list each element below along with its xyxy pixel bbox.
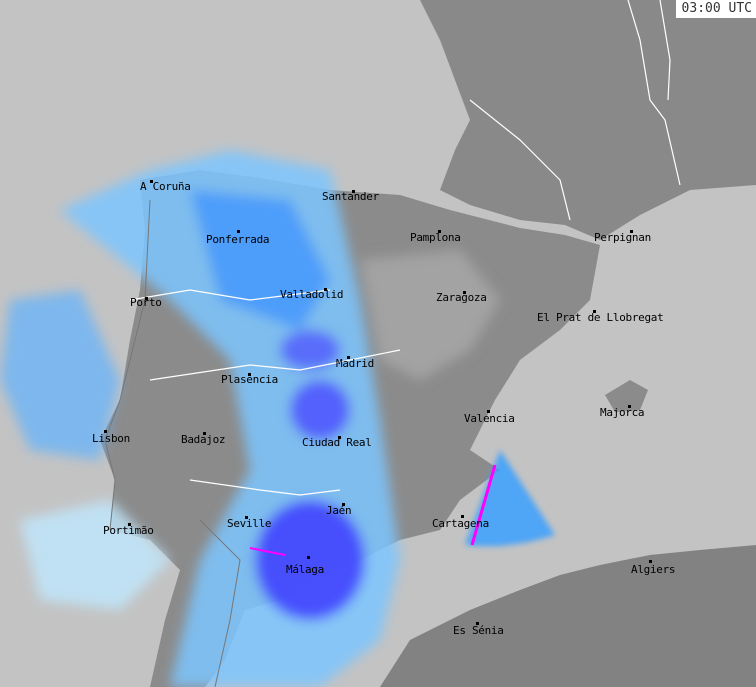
city-label: Porto <box>130 296 162 309</box>
city-marker <box>593 310 596 313</box>
city-label: Plasencia <box>221 373 278 386</box>
city-label: Pamplona <box>410 231 461 244</box>
city-marker <box>438 230 441 233</box>
city-label: Portimão <box>103 524 154 537</box>
city-label: Madrid <box>336 357 374 370</box>
city-marker <box>338 436 341 439</box>
land-africa <box>380 545 756 687</box>
city-marker <box>248 373 251 376</box>
city-marker <box>352 190 355 193</box>
city-marker <box>630 230 633 233</box>
city-marker <box>342 503 345 506</box>
city-label: Perpignan <box>594 231 651 244</box>
city-label: Ponferrada <box>206 233 270 246</box>
city-label: Jaén <box>326 504 352 517</box>
city-marker <box>463 291 466 294</box>
radar-cartagena-sweep <box>465 450 555 547</box>
city-marker <box>145 297 148 300</box>
city-label: Zaragoza <box>436 291 487 304</box>
city-marker <box>237 230 240 233</box>
city-marker <box>347 356 350 359</box>
city-label: El Prat de Llobregat <box>537 311 664 324</box>
city-label: Majorca <box>600 406 645 419</box>
land-majorca <box>605 380 648 412</box>
city-label: Ciudad Real <box>302 436 372 449</box>
city-label: Seville <box>227 517 272 530</box>
land-france <box>420 0 756 240</box>
borders <box>129 0 681 496</box>
city-marker <box>461 515 464 518</box>
city-label: A Coruña <box>140 180 191 193</box>
city-label: Lisbon <box>92 432 130 445</box>
city-marker <box>150 180 153 183</box>
city-marker <box>476 622 479 625</box>
city-marker <box>649 560 652 563</box>
city-label: Málaga <box>286 563 324 576</box>
city-label: Algiers <box>631 563 676 576</box>
city-marker <box>324 288 327 291</box>
land-clutter <box>360 250 500 380</box>
city-marker <box>104 430 107 433</box>
city-marker <box>203 432 206 435</box>
city-label: Cartagena <box>432 517 489 530</box>
city-label: Es Sénia <box>453 624 504 637</box>
city-label: Badajoz <box>181 433 226 446</box>
coast-lines <box>104 199 241 687</box>
city-marker <box>628 405 631 408</box>
city-marker <box>128 523 131 526</box>
city-marker <box>307 556 310 559</box>
timestamp: 03:00 UTC <box>675 0 756 18</box>
city-marker <box>487 410 490 413</box>
radar-precipitation <box>0 150 400 687</box>
city-marker <box>245 516 248 519</box>
city-label: Valencia <box>464 412 515 425</box>
city-label: Santander <box>322 190 379 203</box>
city-label: Valladolid <box>280 288 344 301</box>
